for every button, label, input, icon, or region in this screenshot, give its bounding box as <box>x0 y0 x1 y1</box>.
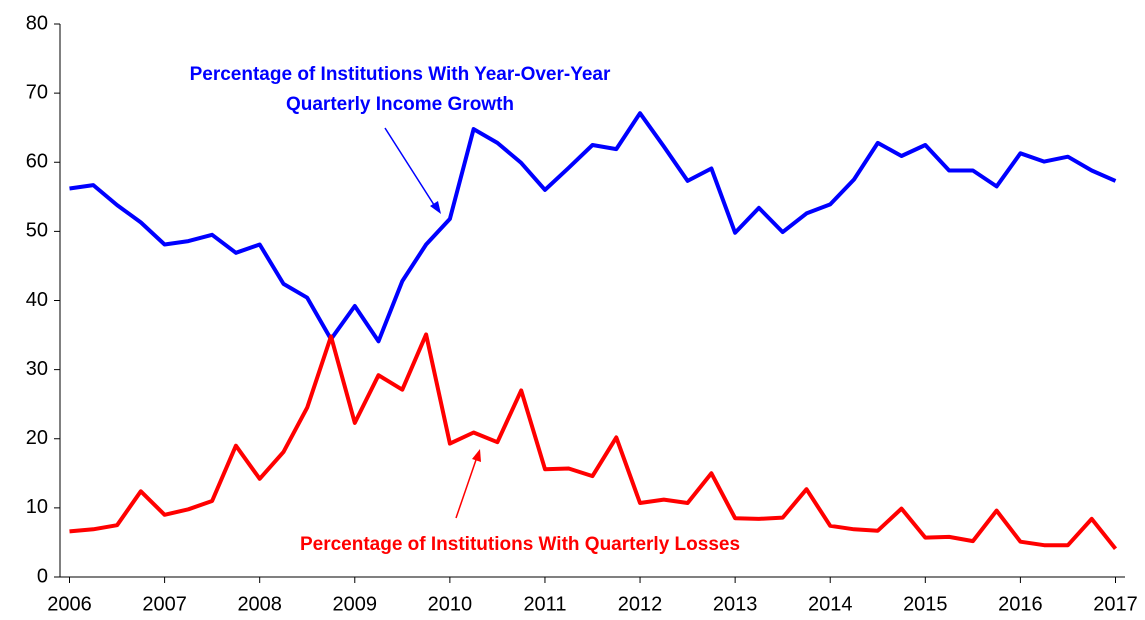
series-line <box>69 111 1117 344</box>
x-tick-label: 2010 <box>428 593 473 615</box>
annotation-arrow <box>455 456 478 519</box>
y-tick-label: 60 <box>26 151 48 173</box>
x-tick-label: 2011 <box>523 593 566 615</box>
annotation: Quarterly Income Growth <box>286 94 514 115</box>
x-tick-label: 2015 <box>903 593 948 615</box>
x-tick-label: 2006 <box>47 593 92 615</box>
series-line <box>69 332 1118 550</box>
y-tick-label: 30 <box>26 358 48 380</box>
x-tick-label: 2008 <box>237 593 282 615</box>
y-tick-label: 70 <box>26 81 48 103</box>
x-tick-label: 2017 <box>1093 593 1138 615</box>
y-tick-label: 80 <box>26 12 48 34</box>
annotation: Percentage of Institutions With Quarterl… <box>300 534 740 555</box>
y-tick-label: 10 <box>26 496 48 518</box>
x-tick-label: 2016 <box>998 593 1043 615</box>
x-tick-label: 2009 <box>333 593 378 615</box>
annotation-arrowhead <box>430 201 441 214</box>
x-tick-label: 2007 <box>142 593 187 615</box>
y-tick-label: 0 <box>37 565 48 587</box>
annotation-arrow <box>384 127 437 209</box>
annotation: Percentage of Institutions With Year-Ove… <box>190 64 611 85</box>
x-tick-label: 2013 <box>713 593 758 615</box>
y-tick-label: 40 <box>26 289 48 311</box>
annotation-arrowhead <box>472 449 481 462</box>
y-tick-label: 20 <box>26 427 48 449</box>
x-tick-label: 2012 <box>618 593 663 615</box>
x-tick-label: 2014 <box>808 593 853 615</box>
y-tick-label: 50 <box>26 220 48 242</box>
